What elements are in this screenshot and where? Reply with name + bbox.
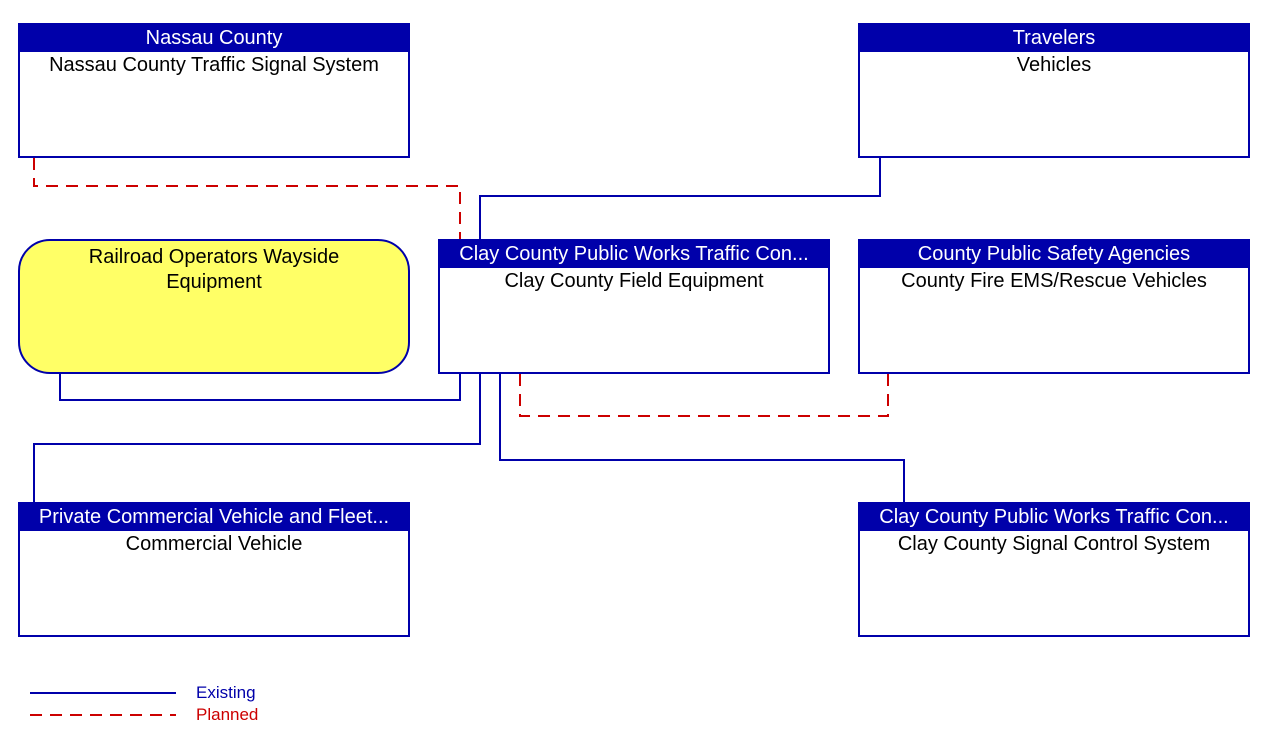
legend-existing-label: Existing — [196, 683, 256, 703]
legend-planned-label: Planned — [196, 705, 258, 725]
legend-lines — [0, 0, 1261, 741]
